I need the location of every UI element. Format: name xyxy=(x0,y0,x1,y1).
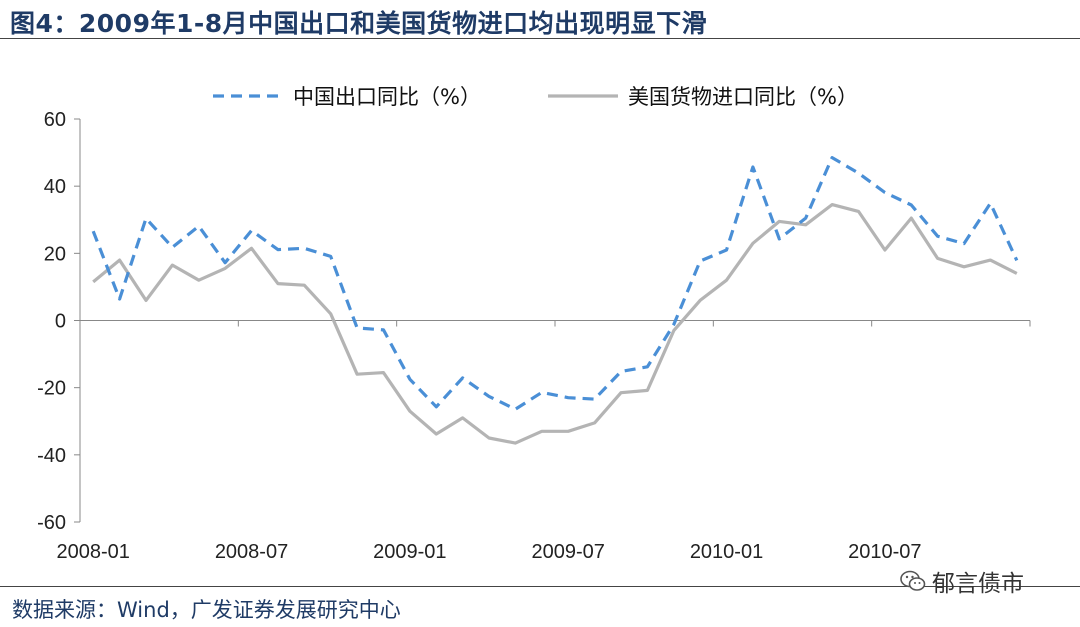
x-axis: 2008-01 2008-07 2009-01 2009-07 2010-01 2010-… xyxy=(56,320,1031,563)
wechat-icon xyxy=(900,570,926,591)
y-axis: 60 40 20 0 -20 -40 -60 xyxy=(37,109,81,534)
x-tick-label: 2008-07 xyxy=(215,541,288,563)
x-tick-label: 2009-07 xyxy=(531,541,604,563)
y-tick-label: 40 xyxy=(44,176,66,198)
legend-label: 美国货物进口同比（%） xyxy=(628,85,858,109)
x-tick-label: 2010-07 xyxy=(848,541,921,563)
legend-label: 中国出口同比（%） xyxy=(293,85,481,109)
y-tick-label: 20 xyxy=(44,243,66,265)
y-tick-label: -60 xyxy=(37,512,66,534)
watermark-text: 郁言债市 xyxy=(932,571,1024,597)
x-tick-label: 2009-01 xyxy=(373,541,446,563)
title-divider xyxy=(0,38,1080,39)
chart-legend: 中国出口同比（%） 美国货物进口同比（%） xyxy=(213,85,858,109)
y-tick-label: -20 xyxy=(37,378,66,400)
footer-divider xyxy=(0,586,1080,587)
series-line-us-imports xyxy=(92,203,1018,445)
series-line-china-exports xyxy=(91,156,1019,411)
line-chart: 中国出口同比（%） 美国货物进口同比（%） 60 40 20 0 -20 -40 -60 20… xyxy=(37,85,1031,563)
y-tick-label: -40 xyxy=(37,445,66,467)
series-layer xyxy=(91,156,1019,445)
y-tick-label: 0 xyxy=(55,311,66,333)
x-tick-label: 2010-01 xyxy=(690,541,763,563)
watermark: 郁言债市 xyxy=(900,564,1024,598)
x-tick-label: 2008-01 xyxy=(56,541,129,563)
y-tick-label: 60 xyxy=(44,109,66,131)
chart-title: 图4：2009年1-8月中国出口和美国货物进口均出现明显下滑 xyxy=(10,9,708,38)
data-source: 数据来源：Wind，广发证券发展研究中心 xyxy=(12,598,401,622)
